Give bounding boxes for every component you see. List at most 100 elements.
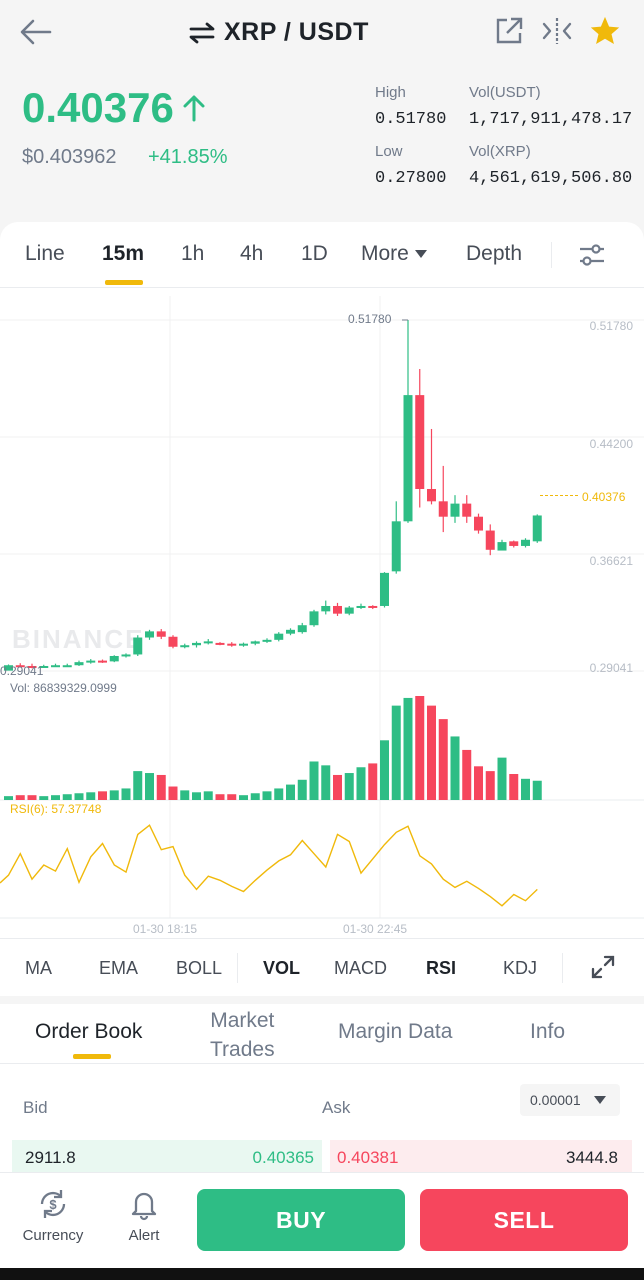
candle (62, 665, 72, 668)
candlestick-chart[interactable]: BINANCE 0.51780 0.44200 0.36621 0.29041 Vol… (0, 288, 644, 938)
chart-settings-icon[interactable] (578, 242, 606, 273)
volume-bar (156, 774, 166, 800)
volume-bar (427, 705, 436, 800)
volume-bar (462, 749, 472, 800)
star-icon[interactable] (588, 14, 622, 48)
alert-button[interactable]: Alert (104, 1187, 184, 1244)
tab-order-book[interactable]: Order Book (35, 1020, 143, 1043)
usd-price: $0.403962 (22, 146, 117, 168)
volume-bar (109, 790, 119, 800)
ticker-panel: 0.40376 $0.403962 +41.85% High 0.51780 Lo… (0, 70, 644, 222)
indicator-kdj[interactable]: KDJ (503, 958, 538, 978)
candle (356, 605, 366, 608)
tab-1h[interactable]: 1h (181, 242, 205, 265)
currency-exchange-icon: $ (40, 1190, 66, 1218)
volume-bar (438, 719, 448, 800)
candle (309, 611, 319, 626)
back-arrow-icon[interactable] (18, 16, 54, 48)
tab-info[interactable]: Info (530, 1020, 566, 1043)
price-change: +41.85% (148, 146, 228, 168)
tab-trades-label: Trades (210, 1038, 275, 1061)
tab-line[interactable]: Line (25, 242, 65, 265)
currency-label: Currency (22, 1227, 84, 1244)
candle (286, 629, 295, 634)
tab-market-trades[interactable]: Market Trades (210, 1006, 275, 1064)
candle (344, 607, 354, 614)
tab-1d[interactable]: 1D (301, 242, 328, 265)
tab-15m[interactable]: 15m (102, 242, 145, 265)
rsi-label: RSI(6): 57.37748 (10, 802, 102, 816)
volume-bar (39, 796, 49, 800)
volume-bar (532, 780, 542, 800)
candle (145, 631, 154, 638)
tab-more-label: More (361, 242, 409, 265)
price-axis-label: 0.51780 (590, 319, 634, 333)
tab-4h[interactable]: 4h (240, 242, 264, 265)
volume-bar (239, 795, 248, 800)
ask-row[interactable]: 0.40381 3444.8 (330, 1140, 632, 1174)
volume-bar (321, 765, 331, 800)
candle (485, 530, 495, 550)
volume-bar (450, 736, 460, 800)
buy-button[interactable]: BUY (197, 1189, 405, 1251)
candle (15, 665, 25, 668)
bid-header: Bid (23, 1098, 48, 1117)
compare-icon[interactable] (540, 14, 574, 48)
volume-bar (227, 794, 237, 800)
indicator-boll[interactable]: BOLL (176, 958, 223, 978)
volume-bar (485, 771, 495, 800)
caret-down-icon (414, 250, 427, 258)
high-marker-label: 0.51780 (348, 312, 392, 326)
candle (51, 665, 60, 668)
indicator-vol[interactable]: VOL (263, 958, 301, 978)
pair-title[interactable]: XRP / USDT (188, 18, 369, 47)
orderbook-tabs: Order Book Market Trades Margin Data Inf… (0, 1004, 644, 1064)
volume-bar (344, 773, 354, 800)
volume-bar (356, 767, 366, 800)
candle (156, 631, 166, 637)
currency-button[interactable]: $ Currency (13, 1187, 93, 1244)
external-link-icon[interactable] (492, 14, 526, 48)
alert-label: Alert (128, 1227, 160, 1244)
tab-more[interactable]: More (361, 242, 428, 266)
divider (551, 242, 552, 268)
candle (215, 642, 225, 645)
volume-bar (380, 740, 389, 800)
volume-bar (145, 773, 154, 800)
volume-bar (98, 791, 107, 800)
precision-dropdown[interactable]: 0.00001 (520, 1084, 620, 1116)
volume-bar (509, 774, 519, 800)
candle (450, 503, 460, 517)
volume-bar (521, 778, 530, 800)
indicator-ema[interactable]: EMA (99, 958, 139, 978)
bell-icon (131, 1192, 157, 1221)
indicator-ma[interactable]: MA (25, 958, 52, 978)
header-bar: XRP / USDT (0, 0, 644, 70)
tab-margin-data[interactable]: Margin Data (338, 1020, 453, 1043)
price-axis-label: 0.44200 (590, 437, 634, 451)
rsi-line (0, 824, 538, 907)
low-stat: Low 0.27800 (375, 143, 447, 188)
candle (415, 395, 425, 489)
sell-button[interactable]: SELL (420, 1189, 628, 1251)
candle (180, 645, 190, 648)
vol-usdt-stat: Vol(USDT) 1,717,911,478.17 (469, 84, 633, 129)
tab-depth[interactable]: Depth (466, 242, 523, 265)
volume-bar (274, 788, 284, 800)
ask-quantity: 3444.8 (566, 1148, 618, 1167)
indicator-macd[interactable]: MACD (334, 958, 387, 978)
svg-text:$: $ (49, 1197, 57, 1212)
bid-row[interactable]: 2911.8 0.40365 (12, 1140, 322, 1174)
indicator-rsi[interactable]: RSI (426, 958, 457, 978)
time-label: 01-30 18:15 (133, 922, 197, 936)
volume-bar (121, 788, 131, 800)
volume-bar (192, 792, 201, 800)
price-chart[interactable]: BINANCE 0.51780 0.44200 0.36621 0.29041 Vol… (0, 288, 644, 938)
candle (427, 488, 436, 502)
candle (532, 515, 542, 542)
fullscreen-icon[interactable] (590, 954, 616, 985)
caret-down-icon (593, 1096, 606, 1104)
candle (474, 516, 483, 531)
candle (121, 654, 131, 657)
candle (74, 662, 84, 666)
